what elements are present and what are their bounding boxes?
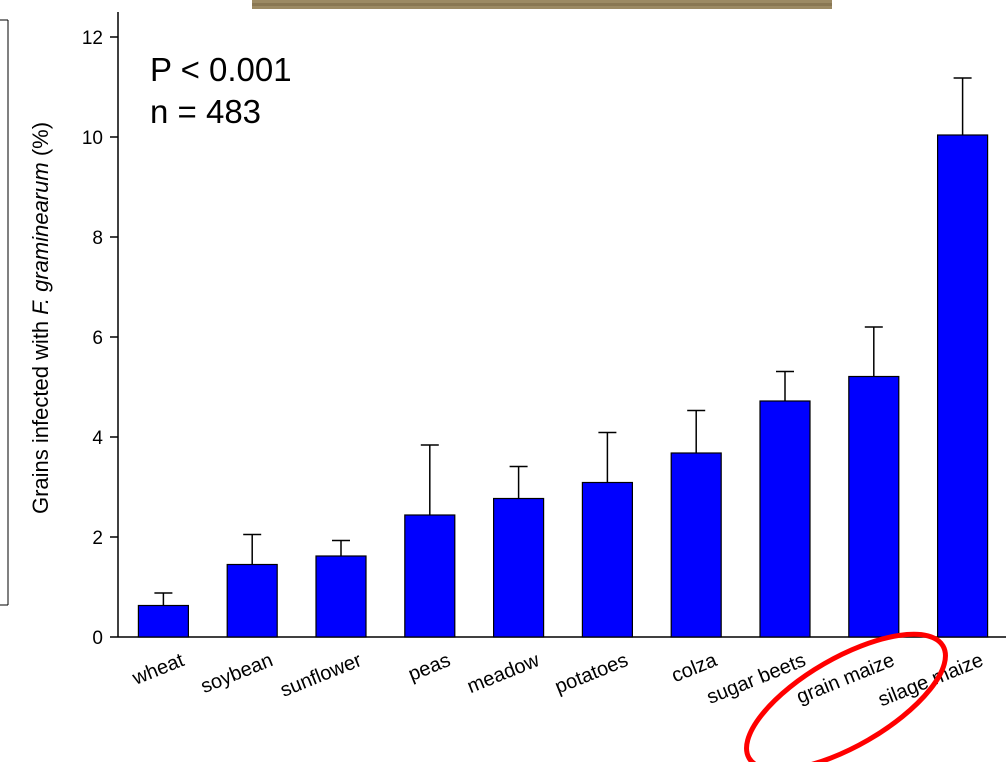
x-tick-label: sunflower	[277, 649, 365, 702]
y-tick-label: 10	[82, 128, 103, 149]
x-tick-label: potatoes	[552, 649, 631, 698]
x-tick-label: meadow	[464, 649, 543, 698]
bar	[848, 375, 900, 638]
p-value-annotation: P < 0.001	[150, 51, 292, 88]
bar	[670, 452, 722, 638]
x-tick-label: peas	[405, 649, 453, 686]
y-tick-label: 4	[92, 428, 103, 449]
bar	[936, 134, 989, 638]
y-tick-label: 6	[92, 328, 103, 349]
n-annotation: n = 483	[150, 93, 261, 130]
photo-strip-texture	[252, 3, 832, 6]
y-axis-label-prefix: Grains infected with	[28, 315, 53, 514]
x-tick-label: wheat	[129, 649, 188, 690]
highlight-ellipse	[744, 631, 948, 762]
y-axis-label: Grains infected with F. graminearum (%)	[28, 122, 53, 514]
bar	[315, 555, 367, 638]
y-tick-label: 8	[92, 228, 103, 249]
bar	[226, 563, 278, 638]
y-tick-label: 2	[92, 528, 103, 549]
bar	[137, 604, 189, 638]
bar	[581, 481, 634, 638]
x-tick-label: colza	[669, 649, 721, 687]
x-tick-label: soybean	[198, 649, 276, 698]
x-tick-label: sugar beets	[704, 649, 809, 709]
y-tick-label: 12	[82, 28, 103, 49]
y-axis-label-suffix: (%)	[28, 122, 53, 162]
y-axis-label-italic: F. graminearum	[28, 162, 53, 314]
y-tick-label: 0	[92, 628, 103, 649]
bar	[404, 514, 456, 638]
plot-area: 0 2 4 6 8 10 12 wheat soybean sunflower peas meadow…	[82, 12, 1006, 711]
bar	[759, 400, 811, 638]
bar	[493, 497, 545, 638]
